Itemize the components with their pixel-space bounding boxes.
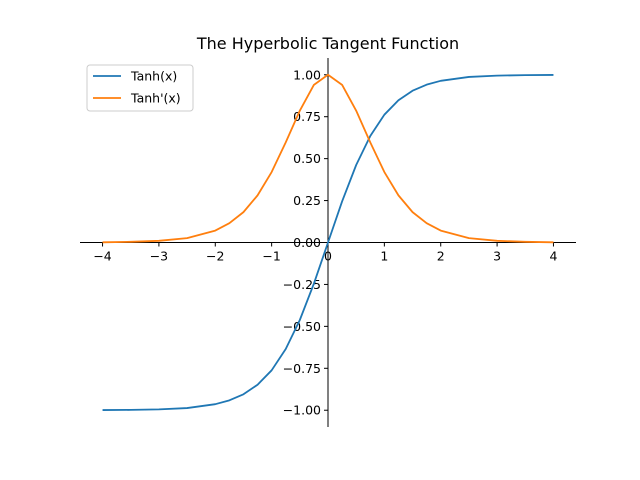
y-tick-label: 1.00 <box>293 67 321 82</box>
x-tick-label: 1 <box>380 249 388 264</box>
x-tick-label: −2 <box>206 249 224 264</box>
x-tick-label: 2 <box>437 249 445 264</box>
y-tick-label: 0.75 <box>293 109 321 124</box>
series-group <box>102 73 554 411</box>
y-tick-label: 0.50 <box>293 151 321 166</box>
y-tick-label: −0.75 <box>283 361 321 376</box>
x-tick-label: −4 <box>93 249 111 264</box>
x-tick-label: 0 <box>324 249 332 264</box>
legend: Tanh(x) Tanh'(x) <box>86 64 194 112</box>
y-tick-label: −1.00 <box>283 403 321 418</box>
x-tick-label: 3 <box>493 249 501 264</box>
x-tick-label: 4 <box>549 249 557 264</box>
legend-label-tanh: Tanh(x) <box>130 69 177 84</box>
series-tanh-line <box>102 74 554 411</box>
series-tanh-derivative-line <box>102 73 554 244</box>
x-ticks: −4 −3 −2 −1 0 1 2 3 4 <box>93 242 557 264</box>
y-tick-label: 0.25 <box>293 193 321 208</box>
legend-label-tanh-derivative: Tanh'(x) <box>130 91 181 106</box>
chart-title: The Hyperbolic Tangent Function <box>196 34 459 53</box>
x-tick-label: −3 <box>150 249 168 264</box>
x-tick-label: −1 <box>262 249 280 264</box>
y-tick-label: 0.00 <box>293 235 321 250</box>
y-tick-label: −0.50 <box>283 319 321 334</box>
